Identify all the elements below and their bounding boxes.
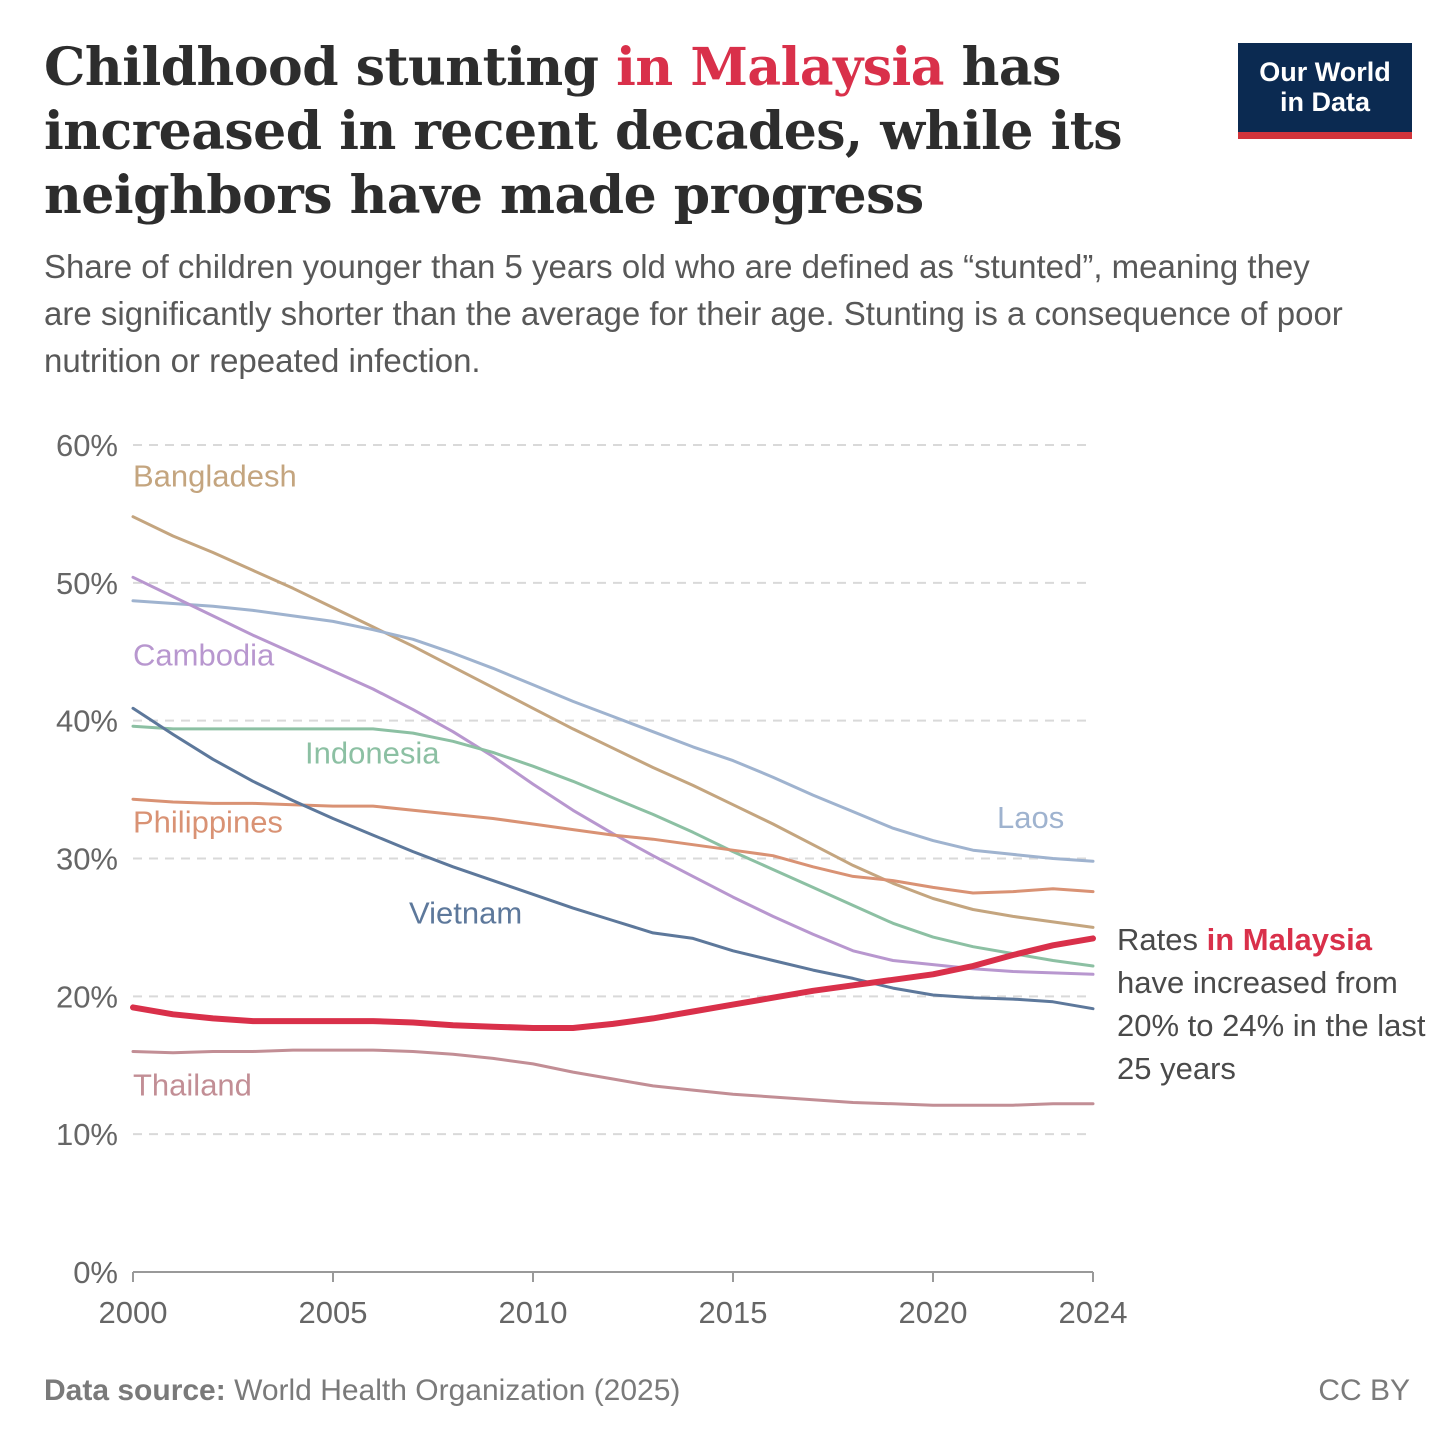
series-label-vietnam: Vietnam (409, 895, 522, 930)
series-line-vietnam[interactable] (131, 706, 1095, 1011)
series-line-bangladesh[interactable] (131, 515, 1095, 929)
license-link[interactable]: CC BY (1318, 1374, 1410, 1407)
series-label-indonesia: Indonesia (305, 735, 440, 770)
series-line-philippines[interactable] (131, 797, 1095, 895)
y-tick-label: 10% (56, 1117, 118, 1152)
logo-line2: in Data (1279, 87, 1371, 117)
title-text-part1: Childhood stunting (44, 37, 617, 98)
series-line-thailand[interactable] (131, 1048, 1095, 1107)
x-tick-label: 2020 (899, 1295, 968, 1330)
annotation-text: have increased from 20% to 24% in the la… (1117, 965, 1426, 1086)
chart-series (130, 515, 1096, 1107)
series-line-cambodia[interactable] (131, 575, 1095, 976)
logo-line1: Our World (1259, 57, 1391, 87)
series-line-indonesia[interactable] (131, 724, 1095, 968)
y-tick-label: 30% (56, 842, 118, 877)
series-label-laos: Laos (997, 800, 1064, 835)
y-tick-label: 50% (56, 566, 118, 601)
source-label: Data source: (44, 1374, 226, 1407)
x-tick-label: 2015 (699, 1295, 768, 1330)
y-tick-label: 20% (56, 979, 118, 1014)
title-highlight: in Malaysia (616, 37, 944, 98)
x-tick-label: 2000 (99, 1295, 168, 1330)
annotation-prefix: Rates (1117, 922, 1207, 957)
y-tick-label: 0% (73, 1255, 118, 1290)
series-label-philippines: Philippines (133, 804, 283, 839)
chart-gridlines (133, 444, 1093, 1136)
x-tick-label: 2010 (499, 1295, 568, 1330)
malaysia-annotation: Rates in Malaysia have increased from 20… (1117, 918, 1437, 1090)
source-text[interactable]: World Health Organization (2025) (225, 1374, 681, 1407)
series-labels: Bangladesh Cambodia Indonesia Philippines Vi… (133, 458, 1064, 1102)
y-axis-ticks: 0% 10% 20% 30% 40% 50% 60% (56, 428, 118, 1290)
data-source: Data source: World Health Organization (… (44, 1374, 680, 1408)
chart-title: Childhood stunting in Malaysia has incre… (44, 36, 1194, 228)
x-tick-label: 2005 (299, 1295, 368, 1330)
chart-subtitle: Share of children younger than 5 years o… (44, 248, 1343, 379)
x-tick-label: 2024 (1059, 1295, 1128, 1330)
owid-logo[interactable]: Our World in Data (1238, 43, 1412, 139)
x-axis: 2000 2005 2010 2015 2020 2024 (99, 1271, 1128, 1330)
title-text-part2: has increased in recent decades, while i… (44, 37, 1123, 226)
series-label-cambodia: Cambodia (133, 638, 275, 673)
series-label-thailand: Thailand (133, 1068, 252, 1103)
annotation-highlight: in Malaysia (1206, 922, 1373, 957)
series-line-laos[interactable] (131, 599, 1095, 863)
series-label-bangladesh: Bangladesh (133, 458, 297, 493)
series-line-malaysia[interactable] (130, 935, 1096, 1031)
y-tick-label: 40% (56, 704, 118, 739)
y-tick-label: 60% (56, 428, 118, 463)
